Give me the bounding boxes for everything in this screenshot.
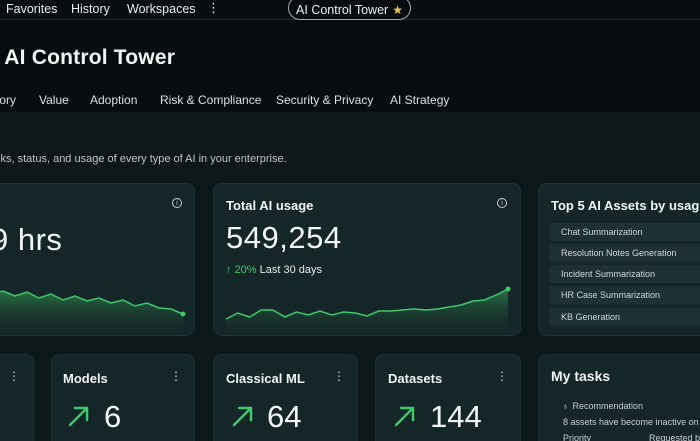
datasets-title: Datasets (388, 371, 443, 386)
my-tasks-card: My tasks ♁ Recommendation 8 assets have … (538, 354, 700, 441)
task-col-priority: Priority (563, 433, 592, 441)
nav-workspaces[interactable]: Workspaces (127, 2, 196, 16)
more-vertical-icon[interactable]: ⋮ (333, 369, 345, 383)
top-assets-title: Top 5 AI Assets by usage (551, 198, 700, 213)
arrow-up-right-icon (232, 406, 253, 427)
tab-value[interactable]: Value (39, 93, 69, 107)
page-header: p AI Control Tower tory Value Adoption R… (0, 20, 700, 112)
datasets-card: Datasets ⋮ 144 (375, 354, 521, 441)
more-vertical-icon[interactable]: ⋮ (207, 0, 220, 15)
tab-adoption[interactable]: Adoption (90, 93, 138, 107)
hours-sparkline-endpoint (180, 311, 186, 317)
usage-trend: ↑ 20% Last 30 days (226, 264, 322, 276)
more-vertical-icon[interactable]: ⋮ (8, 369, 20, 383)
nav-favorites[interactable]: Favorites (6, 2, 58, 16)
total-usage-title: Total AI usage (226, 198, 314, 213)
datasets-count: 144 (430, 399, 482, 434)
asset-item[interactable]: Chat Summarization (549, 223, 700, 241)
more-vertical-icon[interactable]: ⋮ (170, 369, 182, 383)
partial-card: ⋮ (0, 354, 34, 441)
hours-sparkline-area (0, 291, 183, 334)
my-tasks-title: My tasks (551, 368, 611, 384)
info-icon[interactable]: i (497, 198, 507, 208)
models-title: Models (63, 371, 108, 386)
trend-percent: 20% (234, 264, 257, 276)
task-type: ♁ Recommendation (562, 401, 643, 411)
task-type-label: Recommendation (572, 401, 644, 411)
models-count: 6 (104, 399, 122, 434)
lightbulb-icon: ♁ (562, 401, 569, 411)
arrow-up-right-icon (394, 406, 415, 427)
page-title: p AI Control Tower (0, 46, 176, 69)
usage-sparkline-area (226, 289, 508, 335)
asset-item[interactable]: Resolution Notes Generation (549, 244, 700, 262)
total-usage-card: Total AI usage i 549,254 ↑ 20% Last 30 d… (213, 183, 521, 336)
task-col-requested-by: Requested by (649, 433, 700, 441)
intro-text: sks, status, and usage of every type of … (0, 153, 287, 165)
asset-item[interactable]: KB Generation (549, 308, 700, 326)
workspace-pill[interactable]: AI Control Tower ★ (288, 0, 411, 20)
star-icon[interactable]: ★ (392, 2, 403, 17)
task-description[interactable]: 8 assets have become inactive on two (563, 417, 700, 427)
models-card: Models ⋮ 6 (51, 354, 195, 441)
info-icon[interactable]: i (172, 198, 182, 208)
tab-bar: tory Value Adoption Risk & Compliance Se… (0, 93, 700, 113)
tab-risk-compliance[interactable]: Risk & Compliance (160, 93, 262, 107)
tab-security-privacy[interactable]: Security & Privacy (276, 93, 374, 107)
more-vertical-icon[interactable]: ⋮ (496, 369, 508, 383)
usage-sparkline-endpoint (505, 286, 511, 292)
hours-value: 9 hrs (0, 222, 63, 257)
nav-history[interactable]: History (71, 2, 110, 16)
hours-sparkline-line (0, 290, 184, 315)
tab-history[interactable]: tory (0, 93, 17, 107)
top-assets-card: Top 5 AI Assets by usage Chat Summarizat… (538, 183, 700, 336)
asset-item[interactable]: Incident Summarization (549, 265, 700, 283)
total-usage-value: 549,254 (226, 220, 342, 255)
hours-card: i 9 hrs (0, 183, 195, 336)
trend-label: Last 30 days (259, 264, 323, 276)
classical-ml-count: 64 (267, 399, 302, 434)
arrow-up-icon: ↑ (226, 264, 232, 276)
top-nav-bar: Favorites History Workspaces ⋮ AI Contro… (0, 0, 700, 20)
tab-ai-strategy[interactable]: AI Strategy (390, 93, 450, 107)
classical-ml-title: Classical ML (226, 371, 305, 386)
usage-sparkline-line (225, 288, 509, 320)
asset-item[interactable]: HR Case Summarization (549, 286, 700, 304)
hours-sparkline (0, 290, 186, 334)
workspace-pill-label: AI Control Tower (296, 2, 389, 17)
classical-ml-card: Classical ML ⋮ 64 (213, 354, 358, 441)
usage-sparkline (225, 286, 511, 335)
arrow-up-right-icon (68, 406, 89, 427)
